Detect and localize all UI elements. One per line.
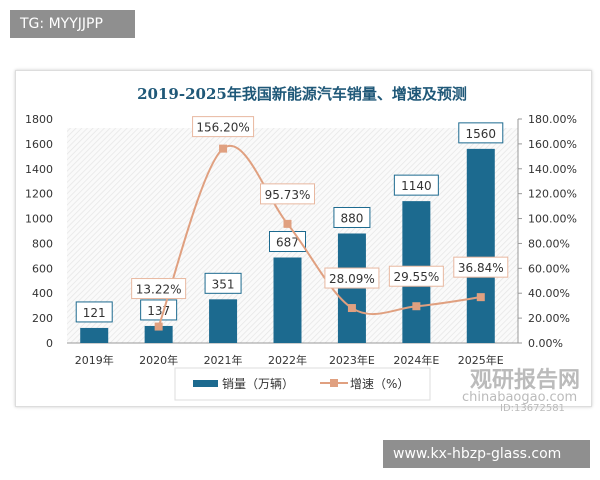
- bar-label: 1560: [466, 127, 497, 141]
- bar-label-box: [333, 206, 371, 228]
- bar-label-box: [140, 299, 178, 321]
- bar-label-box: [393, 174, 439, 196]
- right-tick-label: 160.00%: [528, 138, 577, 151]
- growth-label: 29.55%: [393, 270, 439, 284]
- bar-label: 880: [340, 211, 363, 225]
- right-tick-label: 180.00%: [528, 113, 577, 126]
- bar-label: 351: [212, 277, 235, 291]
- x-tick-label: 2025年E: [458, 353, 504, 367]
- x-tick-label: 2023年E: [329, 353, 375, 367]
- x-tick-label: 2019年: [75, 353, 114, 367]
- growth-label-box: [388, 265, 444, 287]
- growth-marker: [219, 144, 228, 153]
- legend: 销量（万辆） 增速（%）: [174, 367, 431, 401]
- legend-bar-swatch: [193, 380, 218, 387]
- bar-label: 137: [147, 304, 170, 318]
- growth-label-box: [192, 116, 255, 138]
- right-tick-label: 120.00%: [528, 188, 577, 201]
- left-tick-label: 1800: [25, 113, 53, 126]
- growth-label: 36.84%: [458, 261, 504, 275]
- growth-label: 28.09%: [329, 272, 375, 286]
- bar: [80, 327, 109, 343]
- chart-title: 2019-2025年我国新能源汽车销量、增速及预测: [137, 85, 467, 103]
- bar-label-box: [204, 272, 242, 294]
- growth-label: 95.73%: [265, 188, 311, 202]
- right-tick-label: 60.00%: [528, 262, 570, 275]
- left-tick-label: 1600: [25, 138, 53, 151]
- x-tick-label: 2024年E: [393, 353, 439, 367]
- right-tick-label: 40.00%: [528, 287, 570, 300]
- growth-marker: [283, 219, 292, 228]
- legend-line-swatch: [330, 379, 338, 387]
- left-tick-label: 800: [32, 237, 53, 250]
- right-tick-label: 0.00%: [528, 337, 563, 350]
- growth-marker: [347, 304, 356, 313]
- left-tick-label: 1000: [25, 213, 53, 226]
- bar: [209, 299, 238, 343]
- right-tick-label: 20.00%: [528, 312, 570, 325]
- tg-label: TG: MYYJJPP: [10, 10, 135, 38]
- growth-label-box: [131, 278, 187, 300]
- bar-label: 1140: [401, 179, 432, 193]
- right-tick-label: 100.00%: [528, 213, 577, 226]
- left-tick-label: 400: [32, 287, 53, 300]
- left-tick-label: 0: [46, 337, 53, 350]
- growth-label-box: [453, 256, 509, 278]
- growth-marker: [154, 322, 163, 331]
- watermark-site: chinabaogao.com: [462, 390, 578, 405]
- x-tick-label: 2020年: [139, 353, 178, 367]
- right-tick-label: 140.00%: [528, 163, 577, 176]
- legend-sales: 销量（万辆）: [222, 377, 294, 391]
- right-tick-label: 80.00%: [528, 237, 570, 250]
- growth-label-box: [260, 183, 315, 205]
- left-tick-label: 200: [32, 312, 53, 325]
- watermark-name: 观研报告网: [470, 368, 581, 393]
- left-tick-label: 1400: [25, 163, 53, 176]
- site-label: www.kx-hbzp-glass.com: [383, 440, 590, 468]
- growth-label-box: [324, 267, 380, 289]
- x-tick-label: 2021年: [204, 353, 243, 367]
- growth-label: 13.22%: [136, 283, 182, 297]
- left-tick-label: 600: [32, 262, 53, 275]
- bar: [144, 325, 173, 343]
- watermark-id: ID:13672581: [500, 403, 565, 414]
- growth-marker: [412, 302, 421, 311]
- bar: [466, 148, 495, 343]
- legend-growth: 增速（%）: [350, 377, 409, 391]
- bar-label-box: [75, 301, 113, 323]
- left-tick-label: 1200: [25, 188, 53, 201]
- bar: [273, 257, 302, 343]
- growth-marker: [476, 293, 485, 302]
- bar-label: 121: [83, 306, 106, 320]
- x-tick-label: 2022年: [268, 353, 307, 367]
- growth-label: 156.20%: [196, 121, 249, 135]
- bar-label-box: [458, 122, 504, 144]
- bar-label: 687: [276, 236, 299, 250]
